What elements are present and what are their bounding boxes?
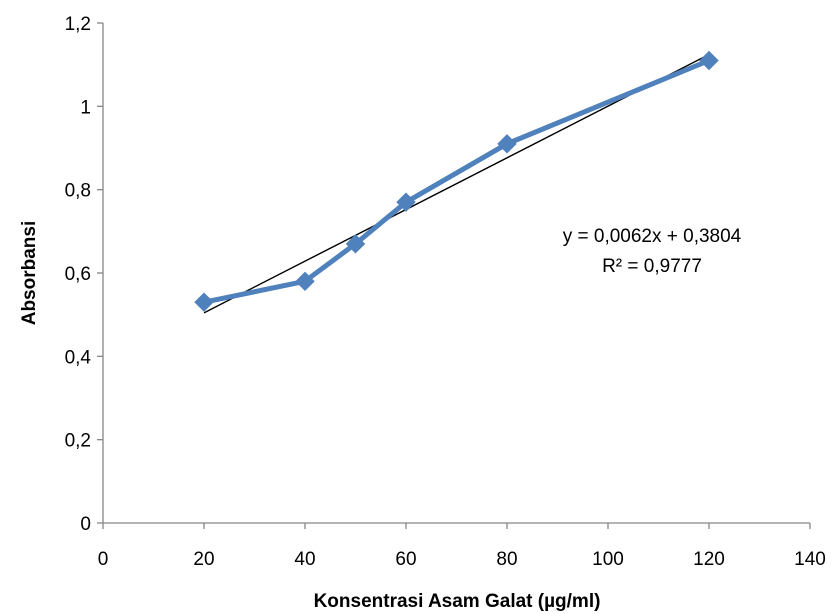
x-tick-label: 0	[98, 549, 109, 570]
data-point-diamond	[497, 134, 517, 154]
y-tick-label: 0,6	[65, 264, 91, 285]
y-tick-label: 0,2	[65, 431, 91, 452]
x-axis-title: Konsentrasi Asam Galat (µg/ml)	[314, 591, 601, 612]
series-group	[194, 50, 719, 312]
x-tick-label: 120	[693, 549, 725, 570]
y-tick-label: 0,8	[65, 181, 91, 202]
data-point-diamond	[194, 292, 214, 312]
x-tick-label: 100	[592, 549, 624, 570]
axes: 0 0,2 0,4 0,6 0,8 1 1,2 0 20 40 60 80 100 120 140	[65, 14, 826, 570]
r-squared-annotation: R² = 0,9777	[602, 256, 702, 277]
data-point-diamond	[345, 234, 366, 254]
y-tick-label: 1	[80, 97, 91, 118]
data-point-diamond	[396, 192, 416, 212]
series-line	[201, 58, 712, 305]
y-tick-label: 1,2	[65, 14, 91, 35]
data-point-diamond	[295, 271, 315, 292]
y-tick-label: 0	[80, 514, 91, 535]
x-tick-label: 140	[794, 549, 826, 570]
y-tick-label: 0,4	[65, 347, 92, 368]
x-tick-label: 40	[294, 549, 315, 570]
y-axis-title: Absorbansi	[19, 221, 40, 326]
x-tick-label: 80	[496, 549, 517, 570]
data-point-diamond	[699, 50, 719, 71]
equation-annotation: y = 0,0062x + 0,3804	[563, 226, 742, 247]
x-tick-label: 20	[193, 549, 214, 570]
x-tick-label: 60	[395, 549, 416, 570]
